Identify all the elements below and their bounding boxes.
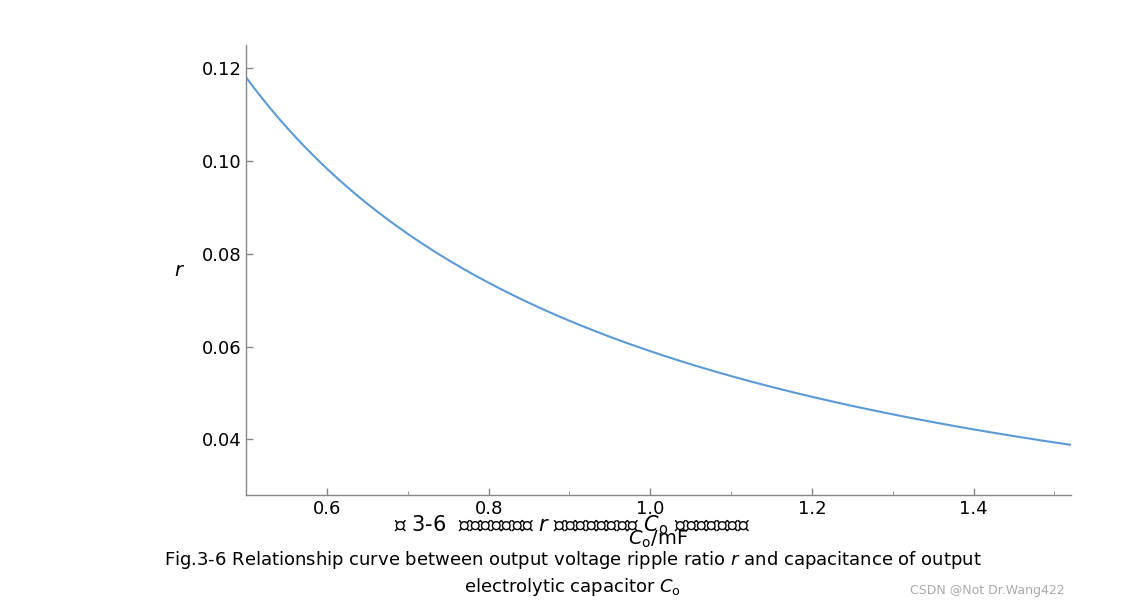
- Text: CSDN @Not Dr.Wang422: CSDN @Not Dr.Wang422: [910, 584, 1065, 597]
- Text: electrolytic capacitor $C_{\mathrm{o}}$: electrolytic capacitor $C_{\mathrm{o}}$: [464, 576, 681, 598]
- Text: 图 3-6  输出电压纹波比 $r$ 与输出侧电解电容 $C_{\mathrm{o}}$ 容量的关系曲线: 图 3-6 输出电压纹波比 $r$ 与输出侧电解电容 $C_{\mathrm{o…: [394, 513, 751, 536]
- Y-axis label: $r$: $r$: [174, 260, 184, 280]
- X-axis label: $C_{\mathrm{o}}$/mF: $C_{\mathrm{o}}$/mF: [629, 529, 688, 550]
- Text: Fig.3-6 Relationship curve between output voltage ripple ratio $r$ and capacitan: Fig.3-6 Relationship curve between outpu…: [164, 549, 981, 571]
